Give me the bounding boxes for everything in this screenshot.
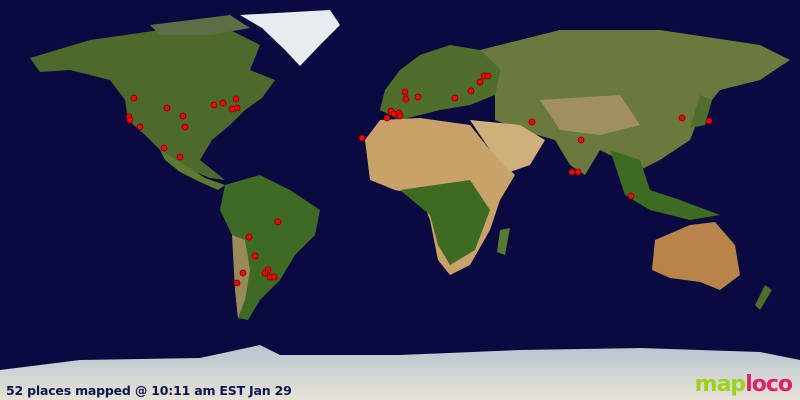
japan: [690, 95, 712, 128]
place-marker[interactable]: [274, 218, 282, 226]
place-marker[interactable]: [239, 269, 247, 277]
place-marker[interactable]: [484, 72, 492, 80]
place-marker[interactable]: [233, 279, 241, 287]
place-marker[interactable]: [181, 123, 189, 131]
southeast-asia: [610, 150, 720, 220]
place-markers: [125, 72, 713, 287]
places-mapped-caption: 52 places mapped @ 10:11 am EST Jan 29: [6, 383, 292, 398]
place-marker[interactable]: [627, 192, 635, 200]
place-marker[interactable]: [126, 116, 134, 124]
north-america: [30, 30, 275, 180]
new-zealand: [755, 285, 772, 310]
andes: [232, 235, 250, 318]
place-marker[interactable]: [383, 114, 391, 122]
central-africa: [400, 180, 490, 265]
place-marker[interactable]: [577, 136, 585, 144]
place-marker[interactable]: [179, 112, 187, 120]
place-marker[interactable]: [451, 94, 459, 102]
place-marker[interactable]: [130, 94, 138, 102]
place-marker[interactable]: [414, 93, 422, 101]
continents: [0, 10, 800, 400]
place-marker[interactable]: [574, 168, 582, 176]
place-marker[interactable]: [176, 153, 184, 161]
place-marker[interactable]: [210, 101, 218, 109]
place-marker[interactable]: [163, 104, 171, 112]
madagascar: [497, 228, 510, 255]
place-marker[interactable]: [261, 269, 269, 277]
antarctica: [0, 345, 800, 400]
canada-arctic: [150, 15, 250, 35]
maploco-logo[interactable]: maploco: [694, 372, 793, 397]
place-marker[interactable]: [136, 123, 144, 131]
middle-east: [470, 120, 545, 172]
place-marker[interactable]: [232, 95, 240, 103]
central-america: [160, 150, 225, 190]
place-marker[interactable]: [568, 168, 576, 176]
tibet: [540, 95, 640, 135]
place-marker[interactable]: [467, 87, 475, 95]
place-marker[interactable]: [528, 118, 536, 126]
place-marker[interactable]: [401, 88, 409, 96]
place-marker[interactable]: [270, 273, 278, 281]
europe: [380, 45, 500, 120]
place-marker[interactable]: [705, 117, 713, 125]
place-marker[interactable]: [219, 99, 227, 107]
australia: [652, 222, 740, 290]
place-marker[interactable]: [678, 114, 686, 122]
place-marker[interactable]: [396, 112, 404, 120]
place-marker[interactable]: [251, 252, 259, 260]
place-marker[interactable]: [358, 134, 366, 142]
place-marker[interactable]: [245, 233, 253, 241]
greenland: [240, 10, 340, 66]
place-marker[interactable]: [160, 144, 168, 152]
place-marker[interactable]: [476, 78, 484, 86]
place-marker[interactable]: [402, 95, 410, 103]
place-marker[interactable]: [228, 105, 236, 113]
asia: [480, 30, 790, 175]
